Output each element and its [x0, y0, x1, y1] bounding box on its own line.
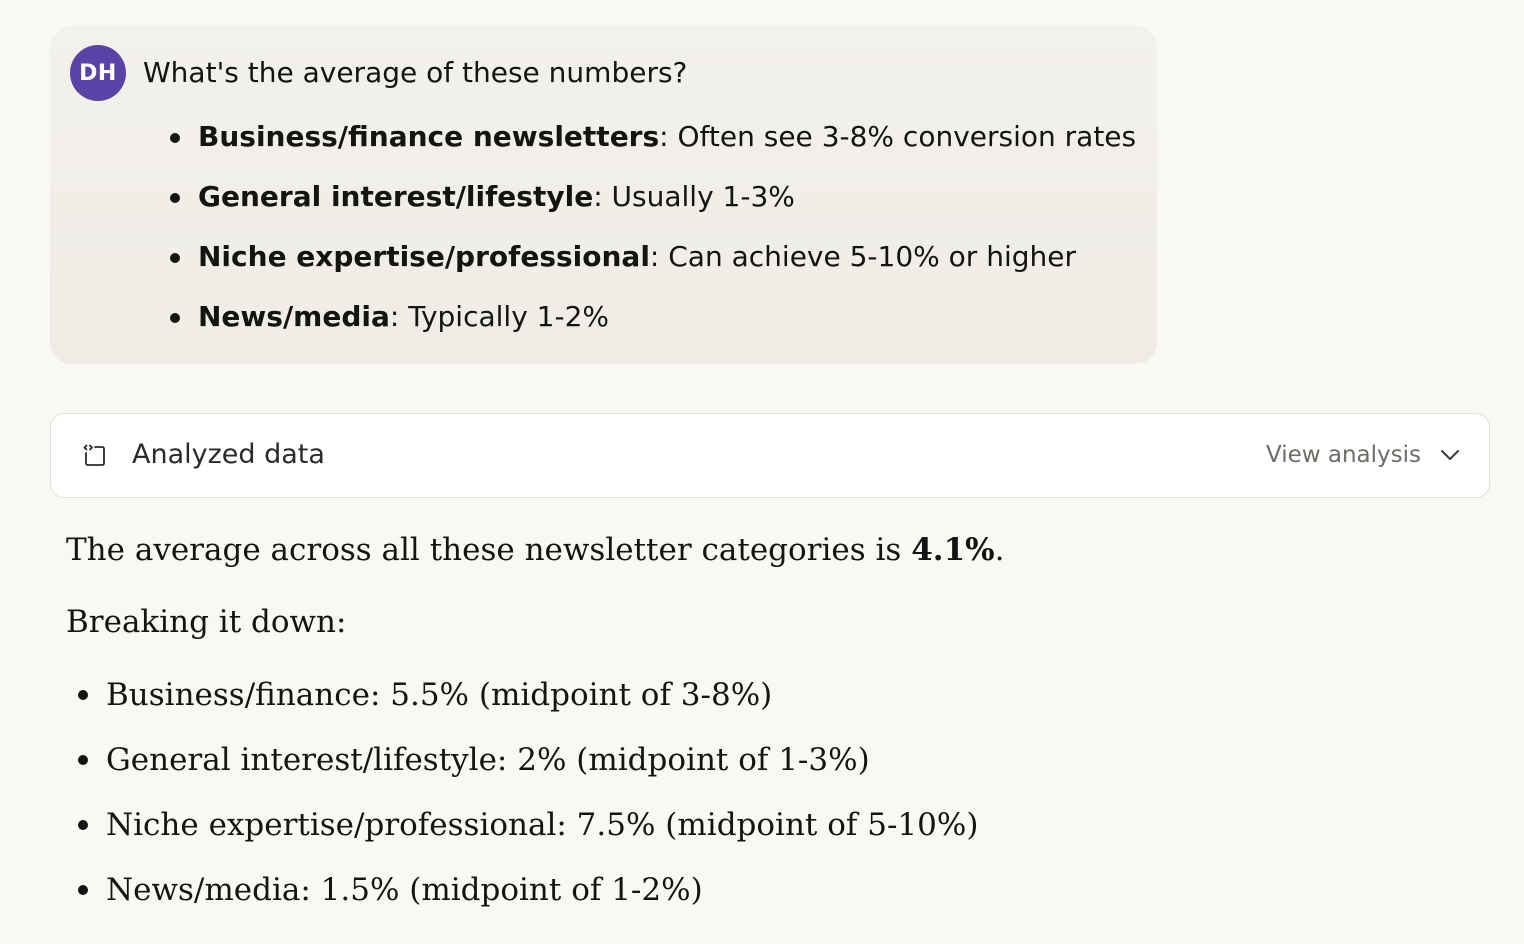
response-summary: The average across all these newsletter … [66, 528, 1004, 572]
user-question: What's the average of these numbers? [143, 56, 688, 89]
avatar-initials: DH [79, 60, 117, 86]
list-item-term: Niche expertise/professional [198, 240, 650, 273]
list-item-term: General interest/lifestyle [198, 180, 594, 213]
list-item-detail: : Often see 3-8% conversion rates [659, 120, 1137, 153]
analyzed-data-card[interactable]: Analyzed data View analysis [50, 413, 1490, 498]
list-item: Niche expertise/professional: Can achiev… [170, 238, 1136, 298]
user-message-list: Business/finance newsletters: Often see … [170, 118, 1137, 358]
view-analysis-label: View analysis [1265, 442, 1421, 468]
analyzed-data-label: Analyzed data [132, 439, 325, 470]
list-item-text: General interest/lifestyle: 2% (midpoint… [106, 742, 870, 778]
chevron-down-icon [1441, 450, 1459, 460]
bullet-icon [78, 885, 88, 895]
list-item-detail: : Typically 1-2% [389, 300, 610, 333]
bullet-icon [170, 253, 180, 263]
view-analysis-toggle[interactable]: View analysis [1266, 434, 1461, 476]
bullet-icon [78, 690, 88, 700]
list-item: News/media: 1.5% (midpoint of 1-2%) [78, 868, 978, 933]
bullet-icon [78, 755, 88, 765]
summary-suffix: . [994, 532, 1005, 568]
response-breakdown-list: Business/finance: 5.5% (midpoint of 3-8%… [78, 673, 979, 933]
list-item: Business/finance newsletters: Often see … [170, 118, 1137, 178]
user-message-bubble: DH What's the average of these numbers? … [50, 26, 1157, 364]
bullet-icon [170, 193, 180, 203]
list-item: Niche expertise/professional: 7.5% (midp… [78, 803, 979, 868]
summary-value: 4.1% [911, 532, 995, 568]
user-avatar[interactable]: DH [70, 45, 126, 101]
list-item: Business/finance: 5.5% (midpoint of 3-8%… [78, 673, 978, 738]
summary-prefix: The average across all these newsletter … [66, 532, 912, 568]
response-intro: Breaking it down: [66, 604, 347, 640]
bullet-icon [170, 133, 180, 143]
list-item-text: Niche expertise/professional: 7.5% (midp… [106, 807, 979, 843]
list-item: General interest/lifestyle: 2% (midpoint… [78, 738, 978, 803]
list-item-term: Business/finance newsletters [198, 120, 660, 153]
bullet-icon [78, 820, 88, 830]
list-item-detail: : Usually 1-3% [593, 180, 795, 213]
code-file-icon [83, 444, 105, 466]
list-item: News/media: Typically 1-2% [170, 298, 1136, 358]
list-item: General interest/lifestyle: Usually 1-3% [170, 178, 1136, 238]
bullet-icon [170, 313, 180, 323]
list-item-text: News/media: 1.5% (midpoint of 1-2%) [106, 872, 703, 908]
list-item-text: Business/finance: 5.5% (midpoint of 3-8%… [106, 677, 773, 713]
list-item-detail: : Can achieve 5-10% or higher [649, 240, 1076, 273]
list-item-term: News/media [198, 300, 390, 333]
